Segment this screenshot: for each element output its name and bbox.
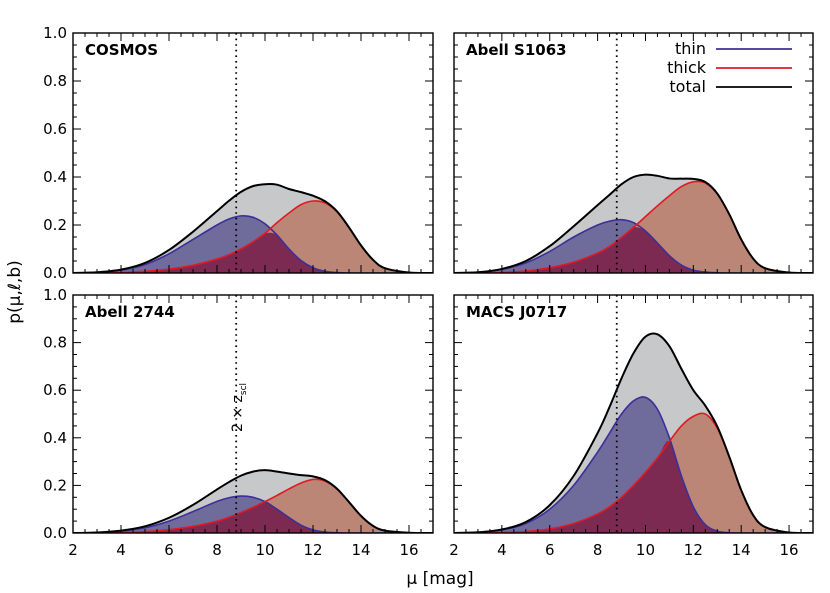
panel-title: Abell 2744 <box>85 303 175 321</box>
plot-area <box>454 173 813 273</box>
panels-layer: 0.0 0.2 0.4 0.6 0.8 1.0 COSMOS Abell S1063 2 4 6 8 1… <box>43 24 814 559</box>
x-tick-label: 12 <box>303 541 322 559</box>
x-tick-label: 4 <box>116 541 126 559</box>
overlap-area <box>454 441 813 533</box>
thin-line <box>454 396 813 533</box>
panel-3: 2 4 6 8 10 12 14 16 0.0 0.2 0.4 0.6 0.8 1.0 Abell 2744 <box>43 286 434 559</box>
annotation-sub: scl <box>239 383 249 395</box>
thin-line <box>454 218 813 273</box>
x-tick-label: 8 <box>212 541 222 559</box>
y-axis-title: p(μ,ℓ,b) <box>5 260 25 324</box>
x-tick-label: 10 <box>636 541 655 559</box>
y-tick-label: 0.8 <box>43 334 67 352</box>
overlap-area <box>73 232 433 273</box>
panel-title: COSMOS <box>85 41 158 59</box>
y-tick-label: 1.0 <box>43 286 67 304</box>
y-tick-label: 0.0 <box>43 524 67 542</box>
panel-4: 2 4 6 8 10 12 14 16 MACS J0717 <box>449 294 814 559</box>
x-tick-label: 10 <box>255 541 274 559</box>
plot-area <box>73 469 433 533</box>
overlap-area <box>73 501 433 533</box>
x-tick-label: 6 <box>545 541 555 559</box>
x-tick-label: 6 <box>164 541 174 559</box>
legend: thin thick total <box>667 39 792 96</box>
panel-2: Abell S1063 <box>453 32 814 274</box>
panel-title: MACS J0717 <box>466 303 567 321</box>
plot-area <box>454 332 813 533</box>
y-tick-label: 0.6 <box>43 381 67 399</box>
total-line <box>454 173 813 273</box>
annotation-main: 2 × z <box>230 395 246 432</box>
x-tick-label: 16 <box>399 541 418 559</box>
thin-line <box>73 215 433 273</box>
x-axis-title: μ [mag] <box>406 569 473 589</box>
x-tick-label: 14 <box>732 541 751 559</box>
y-tick-label: 0.8 <box>43 72 67 90</box>
y-tick-label: 0.2 <box>43 476 67 494</box>
scale-height-annotation: 2 × zscl <box>230 383 249 432</box>
thin-area <box>454 396 813 533</box>
panel-title: Abell S1063 <box>466 41 567 59</box>
panel-1: 0.0 0.2 0.4 0.6 0.8 1.0 COSMOS <box>43 24 434 282</box>
x-tick-label: 2 <box>68 541 78 559</box>
plot-area <box>73 183 433 273</box>
x-tick-label: 12 <box>684 541 703 559</box>
x-tick-label: 4 <box>497 541 507 559</box>
x-tick-label: 14 <box>351 541 370 559</box>
total-line <box>454 332 813 533</box>
legend-label-thick: thick <box>667 58 707 77</box>
y-tick-label: 0.4 <box>43 168 67 186</box>
total-line <box>73 469 433 533</box>
x-tick-label: 2 <box>449 541 459 559</box>
y-tick-label: 0.0 <box>43 264 67 282</box>
y-tick-label: 1.0 <box>43 24 67 42</box>
legend-label-thin: thin <box>675 39 706 58</box>
x-tick-label: 16 <box>780 541 799 559</box>
total-line <box>73 183 433 273</box>
thin-line <box>73 495 433 533</box>
x-tick-label: 8 <box>593 541 603 559</box>
thick-area <box>73 479 433 533</box>
overlap-area <box>454 227 813 273</box>
y-tick-label: 0.6 <box>43 120 67 138</box>
legend-label-total: total <box>669 77 706 96</box>
thick-area <box>73 200 433 273</box>
y-tick-label: 0.2 <box>43 216 67 234</box>
y-tick-label: 0.4 <box>43 429 67 447</box>
annotation-text: 2 × zscl <box>230 383 249 432</box>
